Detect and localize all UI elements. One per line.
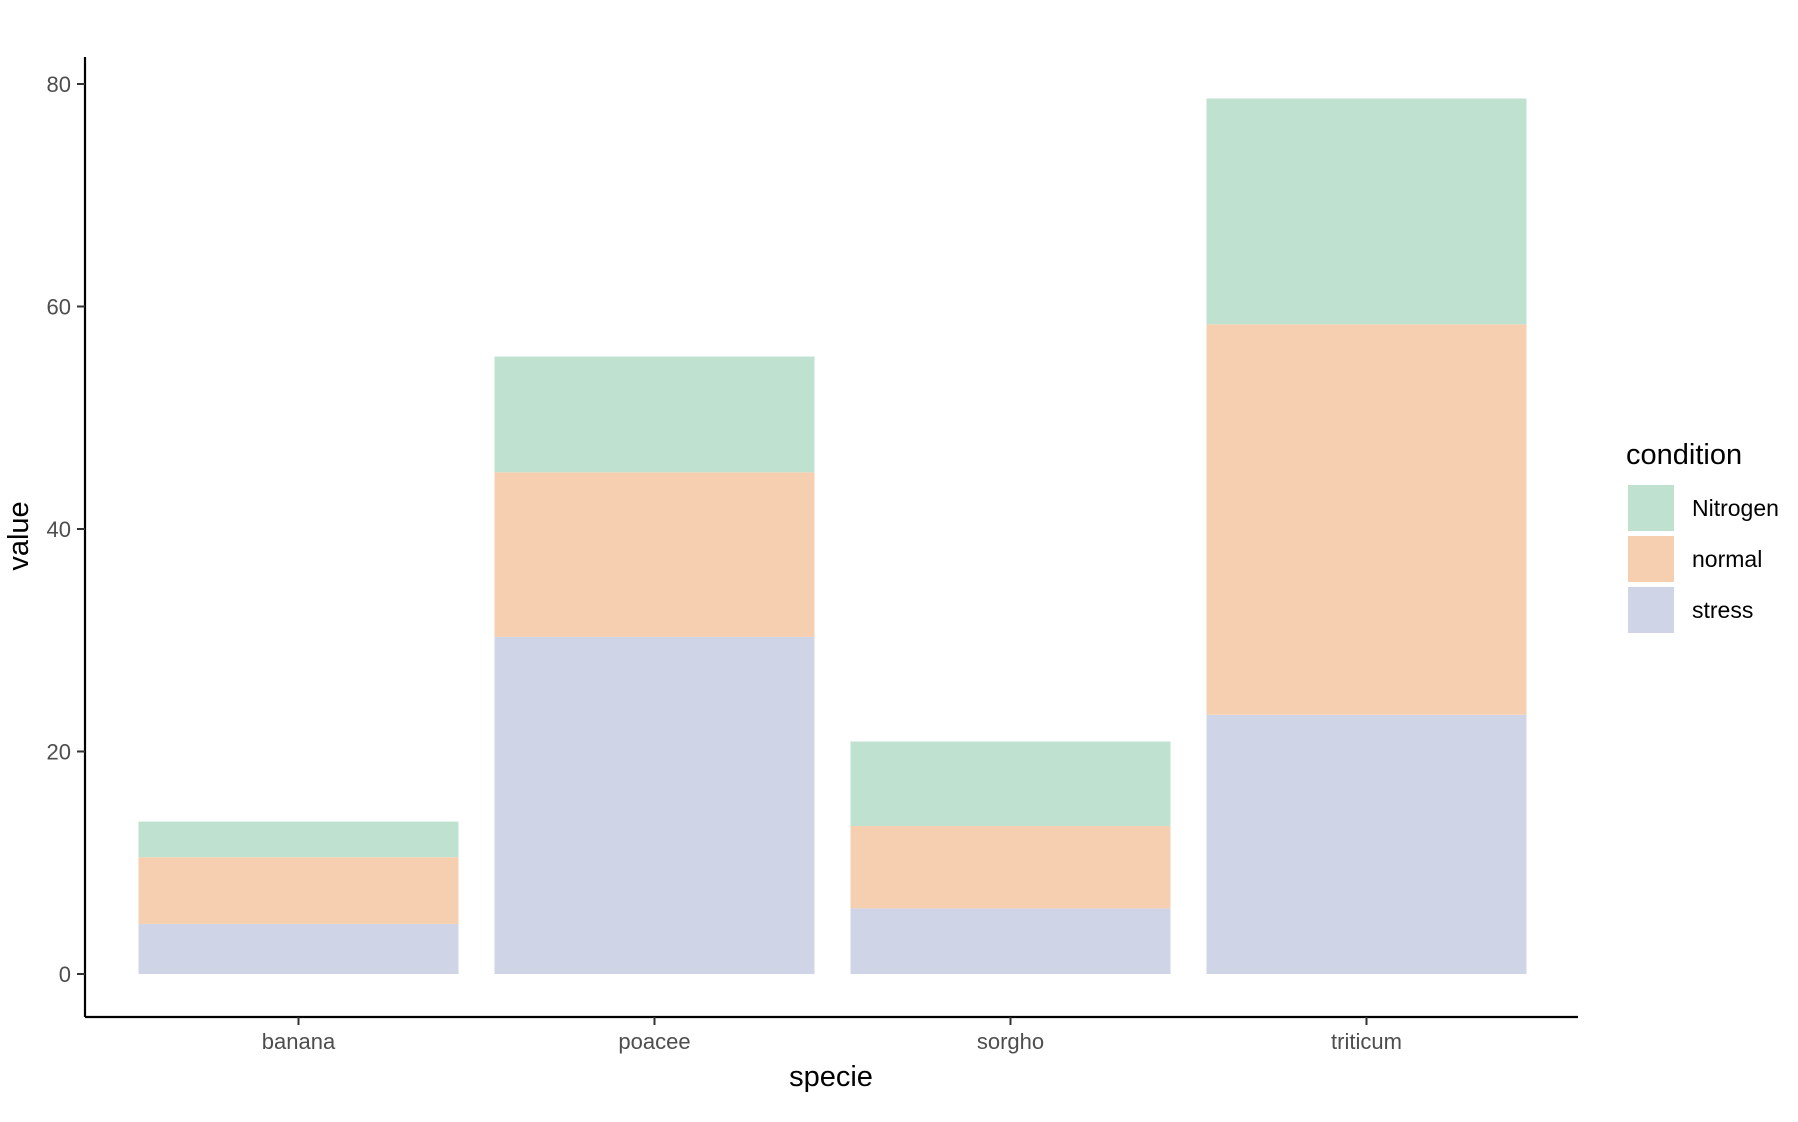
bar-banana-stress (138, 923, 459, 974)
legend: condition Nitrogen normal stress (1626, 439, 1779, 633)
bar-sorgho-nitrogen (850, 741, 1171, 827)
x-tick-label-poacee: poacee (618, 1029, 690, 1054)
bar-sorgho-stress (850, 908, 1171, 974)
x-tick-label-triticum: triticum (1331, 1029, 1402, 1054)
x-axis: banana poacee sorgho triticum (85, 1015, 1578, 1054)
bar-poacee-stress (494, 636, 815, 974)
y-tick-label: 60 (47, 295, 71, 320)
bar-banana-nitrogen (138, 821, 459, 858)
y-axis: 0 20 40 60 80 (47, 57, 87, 1017)
y-tick-label: 0 (59, 962, 71, 987)
legend-label-nitrogen: Nitrogen (1692, 495, 1779, 521)
legend-key-stress (1628, 587, 1674, 633)
bar-sorgho-normal (850, 826, 1171, 909)
y-tick-label: 20 (47, 740, 71, 765)
legend-label-stress: stress (1692, 597, 1753, 623)
legend-label-normal: normal (1692, 546, 1762, 572)
bar-poacee-nitrogen (494, 356, 815, 473)
bar-poacee-normal (494, 472, 815, 637)
bar-triticum-stress (1206, 714, 1527, 974)
x-tick-label-banana: banana (262, 1029, 336, 1054)
y-tick-label: 80 (47, 72, 71, 97)
legend-title: condition (1626, 439, 1742, 471)
legend-key-normal (1628, 536, 1674, 582)
bars-layer (138, 98, 1527, 974)
x-axis-title: specie (789, 1061, 873, 1093)
bar-triticum-normal (1206, 324, 1527, 715)
x-tick-label-sorgho: sorgho (977, 1029, 1044, 1054)
bar-triticum-nitrogen (1206, 98, 1527, 325)
y-axis-title: value (3, 501, 35, 570)
y-tick-label: 40 (47, 517, 71, 542)
legend-key-nitrogen (1628, 485, 1674, 531)
bar-banana-normal (138, 857, 459, 924)
